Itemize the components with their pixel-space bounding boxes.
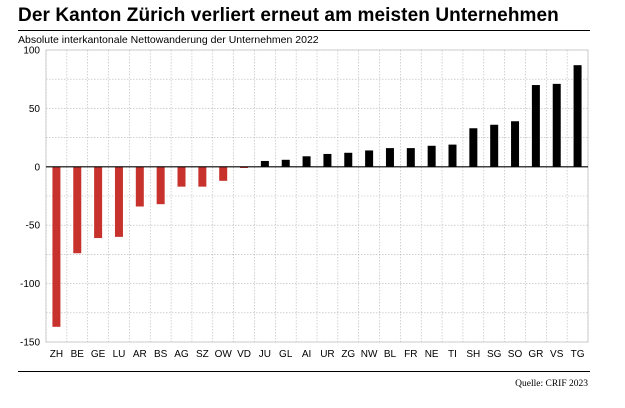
x-tick-label: AI: [302, 349, 311, 360]
bar-vs: [552, 83, 561, 167]
footer-rule: [18, 371, 590, 372]
bar-zh: [52, 166, 61, 327]
x-tick-label: ZG: [341, 349, 355, 360]
bar-so: [511, 121, 520, 167]
x-tick-label: BE: [71, 349, 85, 360]
bar-ge: [94, 166, 103, 239]
y-tick-label: -50: [26, 221, 41, 232]
bar-ar: [135, 166, 144, 207]
x-tick-label: NW: [361, 349, 378, 360]
x-tick-label: VS: [550, 349, 564, 360]
chart-title: Der Kanton Zürich verliert erneut am mei…: [18, 5, 559, 26]
bar-nw: [365, 150, 374, 167]
grid-lines: [45, 49, 589, 343]
y-tick-label: 50: [29, 104, 41, 115]
x-tick-label: JU: [259, 349, 271, 360]
bar-zg: [344, 152, 353, 167]
bar-be: [73, 166, 82, 254]
bar-fr: [406, 148, 415, 167]
tick-labels: -150 -100 -50 0 50 100 ZH BE GE LU AR BS AG SZ OW VD JU G…: [20, 46, 585, 361]
bar-ur: [323, 153, 332, 167]
x-tick-label: VD: [237, 349, 251, 360]
bar-ai: [302, 156, 311, 167]
y-tick-label: -100: [20, 279, 40, 290]
x-tick-label: OW: [215, 349, 233, 360]
y-tick-label: 0: [34, 162, 40, 173]
bar-lu: [114, 166, 123, 237]
title-rule: [18, 30, 590, 31]
x-tick-label: BL: [384, 349, 397, 360]
y-tick-label: 100: [23, 46, 40, 57]
bar-sz: [198, 166, 207, 187]
x-tick-label: GL: [279, 349, 293, 360]
x-tick-label: TG: [571, 349, 585, 360]
bar-bs: [156, 166, 165, 205]
bar-gr: [531, 85, 540, 167]
x-tick-label: SH: [466, 349, 480, 360]
chart-subtitle: Absolute interkantonale Nettowanderung d…: [18, 34, 319, 46]
y-tick-label: -150: [20, 338, 40, 349]
bar-ne: [427, 145, 436, 167]
plot-frame: [45, 49, 589, 343]
x-tick-label: SG: [487, 349, 502, 360]
source-note: Quelle: CRIF 2023: [515, 379, 588, 389]
x-tick-label: UR: [320, 349, 334, 360]
x-tick-label: LU: [113, 349, 126, 360]
x-tick-label: NE: [425, 349, 439, 360]
x-tick-label: GE: [91, 349, 106, 360]
x-tick-label: AR: [133, 349, 147, 360]
bar-bl: [385, 148, 394, 167]
x-tick-label: TI: [448, 349, 457, 360]
bar-sh: [469, 128, 478, 167]
x-tick-label: AG: [174, 349, 189, 360]
bars: [52, 65, 582, 327]
x-tick-label: ZH: [50, 349, 63, 360]
bar-ti: [448, 144, 457, 167]
x-tick-label: GR: [528, 349, 543, 360]
bar-ju: [260, 160, 269, 167]
x-tick-label: FR: [404, 349, 417, 360]
x-tick-label: BS: [154, 349, 168, 360]
bar-ow: [219, 166, 228, 181]
bar-sg: [490, 124, 499, 167]
bar-gl: [281, 159, 290, 167]
x-tick-label: SO: [508, 349, 523, 360]
x-tick-label: SZ: [196, 349, 209, 360]
bar-ag: [177, 166, 186, 187]
bar-tg: [573, 65, 582, 167]
